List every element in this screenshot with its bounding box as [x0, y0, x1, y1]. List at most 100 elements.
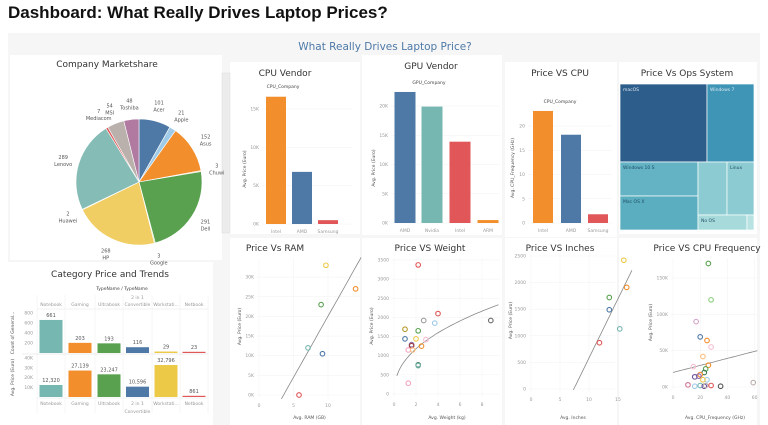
x-tick-label: 0	[530, 397, 533, 403]
scatter-point[interactable]	[405, 380, 412, 387]
y-tick-label: 800	[24, 311, 33, 317]
bar-value-label: 193	[104, 336, 114, 342]
scatter-point[interactable]	[691, 373, 698, 380]
scatter-point[interactable]	[402, 326, 408, 333]
scatter-point[interactable]	[415, 262, 422, 268]
scatter-point[interactable]	[420, 317, 427, 324]
bar-amd[interactable]	[394, 91, 416, 224]
scatter-point[interactable]	[423, 336, 429, 343]
scatter-point[interactable]	[708, 382, 714, 389]
treemap-tile[interactable]	[619, 195, 699, 231]
category-bar[interactable]	[68, 370, 92, 397]
scatter-point[interactable]	[402, 335, 408, 342]
scatter-point[interactable]	[750, 379, 757, 386]
treemap-tile[interactable]	[726, 161, 755, 216]
y-tick-label: 5	[522, 196, 525, 202]
scatter-point[interactable]	[616, 326, 623, 332]
category-bar[interactable]	[154, 365, 178, 397]
category-bar[interactable]	[97, 374, 121, 397]
bar-arm[interactable]	[477, 220, 499, 223]
scatter-point[interactable]	[415, 362, 422, 369]
y-tick-label: 2500	[378, 296, 390, 302]
bar-samsung[interactable]	[318, 220, 338, 224]
bar-intel[interactable]	[449, 141, 471, 223]
scatter-point[interactable]	[319, 350, 326, 357]
scatter-point[interactable]	[606, 294, 613, 301]
treemap-tile[interactable]	[746, 214, 755, 231]
scatter-point[interactable]	[685, 381, 691, 388]
scatter-point[interactable]	[717, 383, 724, 390]
bar-amd[interactable]	[561, 134, 581, 223]
bar-intel[interactable]	[533, 110, 553, 223]
scatter-point[interactable]	[435, 310, 441, 317]
pie-slice-toshiba[interactable]	[123, 118, 140, 183]
pie-value-label: 2	[66, 212, 69, 218]
scatter-point[interactable]	[623, 284, 630, 291]
bar-intel[interactable]	[266, 96, 286, 224]
treemap-tile[interactable]	[706, 83, 755, 163]
pie-value-label: 7	[97, 109, 100, 115]
scatter-point[interactable]	[487, 317, 494, 324]
pie-slice-dell[interactable]	[138, 171, 203, 244]
category-bar[interactable]	[39, 319, 63, 353]
scatter-point[interactable]	[596, 339, 603, 346]
scatter-point[interactable]	[708, 344, 714, 350]
x-tick-label: 4	[437, 402, 440, 408]
pie-name-label: Chuwi	[209, 170, 224, 176]
bar-nvidia[interactable]	[421, 106, 443, 223]
pie-value-label: 3	[157, 253, 160, 259]
category-bar[interactable]	[126, 386, 149, 397]
category-bar[interactable]	[68, 342, 92, 353]
category-bar[interactable]	[182, 395, 206, 397]
scatter-point[interactable]	[323, 262, 329, 269]
scatter-point[interactable]	[305, 344, 311, 351]
scatter-point[interactable]	[413, 335, 419, 342]
scatter-point[interactable]	[691, 383, 698, 390]
scatter-point[interactable]	[697, 371, 704, 378]
bar-value-label: 27,139	[71, 364, 89, 370]
bar-amd[interactable]	[292, 171, 312, 224]
category-bar[interactable]	[154, 351, 178, 353]
scatter-point[interactable]	[700, 376, 706, 383]
chart-panel	[230, 238, 360, 425]
scatter-point[interactable]	[708, 296, 714, 303]
bar-value-label: 203	[75, 336, 85, 342]
category-bar[interactable]	[39, 384, 63, 397]
scatter-point[interactable]	[318, 301, 324, 308]
bar-value-label: 23,247	[100, 367, 118, 373]
category-bar[interactable]	[182, 351, 206, 353]
scatter-point[interactable]	[705, 260, 712, 267]
pie-value-label: 21	[178, 110, 184, 116]
category-bar[interactable]	[126, 347, 149, 353]
scatter-point[interactable]	[705, 362, 712, 369]
scatter-point[interactable]	[620, 257, 627, 264]
bar-samsung[interactable]	[588, 214, 608, 223]
pie-slice-hp[interactable]	[82, 181, 155, 246]
scatter-point[interactable]	[352, 286, 359, 292]
scatter-point[interactable]	[702, 382, 709, 389]
treemap-tile[interactable]	[619, 83, 708, 163]
pie-slice-lenovo[interactable]	[75, 127, 140, 210]
scatter-point[interactable]	[700, 353, 706, 360]
y-tick-label: 15K	[250, 107, 260, 113]
scatter-point[interactable]	[431, 320, 438, 326]
category-bar[interactable]	[97, 343, 121, 353]
scrollbar[interactable]	[221, 72, 231, 234]
y-tick-label: 1000	[378, 353, 390, 359]
scatter-point[interactable]	[418, 343, 425, 349]
y-tick-label: 3500	[378, 257, 390, 263]
treemap-tile[interactable]	[619, 161, 699, 197]
scatter-point[interactable]	[697, 334, 704, 340]
scatter-point[interactable]	[296, 392, 302, 398]
scatter-point[interactable]	[409, 347, 416, 353]
scatter-point[interactable]	[606, 306, 613, 313]
treemap-tile[interactable]	[697, 161, 728, 216]
y-tick-label: 20K	[24, 375, 34, 381]
scatter-point[interactable]	[690, 363, 697, 370]
y-tick-label: 0	[522, 221, 525, 227]
y-tick-label: 500	[380, 372, 389, 378]
y-axis-label: Avg. Price (Euro)	[242, 150, 248, 188]
scatter-point[interactable]	[704, 337, 710, 344]
scatter-point[interactable]	[415, 327, 422, 334]
scatter-point[interactable]	[693, 318, 699, 325]
